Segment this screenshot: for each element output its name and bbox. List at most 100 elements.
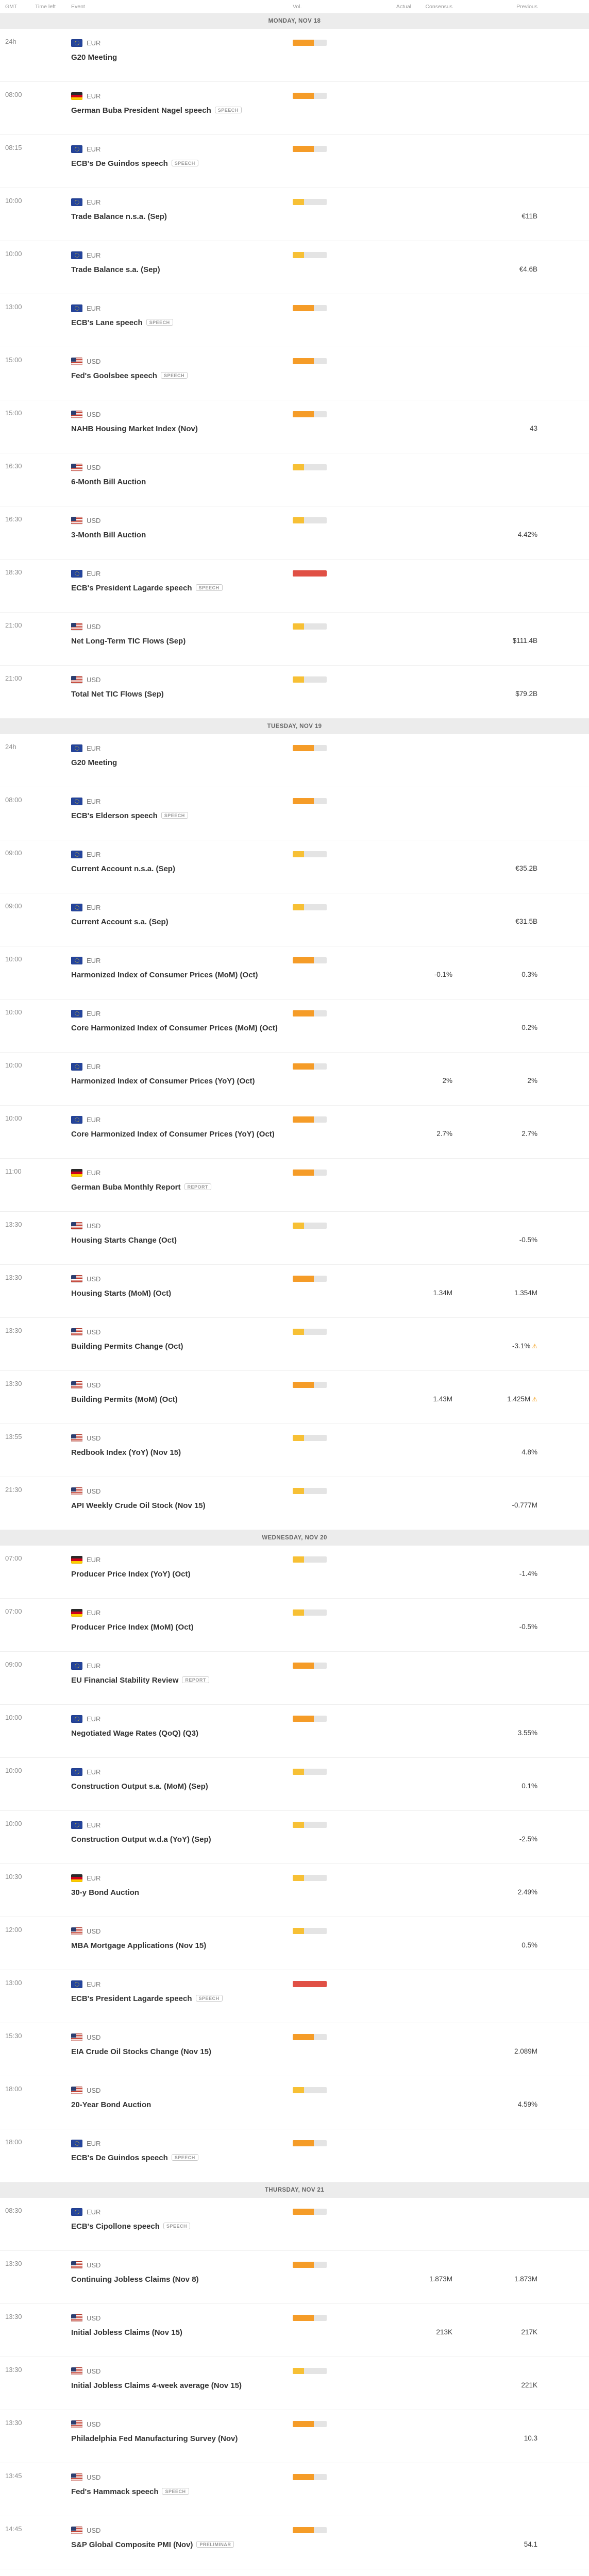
event-name[interactable]: German Buba Monthly Report [71, 1183, 181, 1192]
event-name[interactable]: EIA Crude Oil Stocks Change (Nov 15) [71, 2047, 211, 2056]
event-row[interactable]: 24h EUR G20 Meeting [0, 734, 589, 787]
event-name[interactable]: ECB's President Lagarde speech [71, 584, 192, 592]
event-name[interactable]: ECB's De Guindos speech [71, 159, 168, 168]
event-row[interactable]: 13:30 USD Housing Starts Change (Oct) -0… [0, 1212, 589, 1265]
event-name[interactable]: API Weekly Crude Oil Stock (Nov 15) [71, 1501, 206, 1510]
event-row[interactable]: 16:30 USD 6-Month Bill Auction [0, 453, 589, 506]
event-name[interactable]: Construction Output w.d.a (YoY) (Sep) [71, 1835, 211, 1844]
event-row[interactable]: 13:30 USD Initial Jobless Claims 4-week … [0, 2357, 589, 2410]
event-row[interactable]: 07:00 EUR Producer Price Index (YoY) (Oc… [0, 1546, 589, 1599]
event-name[interactable]: Housing Starts Change (Oct) [71, 1236, 177, 1245]
event-row[interactable]: 13:30 USD Building Permits Change (Oct) … [0, 1318, 589, 1371]
event-row[interactable]: 08:30 EUR ECB's Cipollone speech SPEECH [0, 2198, 589, 2251]
event-row[interactable]: 15:30 USD EIA Crude Oil Stocks Change (N… [0, 2023, 589, 2076]
event-name[interactable]: 6-Month Bill Auction [71, 478, 146, 486]
event-name[interactable]: Total Net TIC Flows (Sep) [71, 690, 164, 699]
revised-warning-icon[interactable]: ⚠ [532, 1396, 537, 1403]
event-row[interactable]: 15:00 USD Fed's Goolsbee speech SPEECH [0, 347, 589, 400]
event-row[interactable]: 10:00 EUR Negotiated Wage Rates (QoQ) (Q… [0, 1705, 589, 1758]
event-name[interactable]: 20-Year Bond Auction [71, 2100, 152, 2109]
event-row[interactable]: 13:30 USD Philadelphia Fed Manufacturing… [0, 2410, 589, 2463]
event-name[interactable]: Housing Starts (MoM) (Oct) [71, 1289, 172, 1298]
event-row[interactable]: 08:00 EUR German Buba President Nagel sp… [0, 82, 589, 135]
event-name[interactable]: Producer Price Index (YoY) (Oct) [71, 1570, 191, 1579]
event-name[interactable]: G20 Meeting [71, 53, 117, 62]
event-row[interactable]: 18:30 EUR ECB's President Lagarde speech… [0, 560, 589, 613]
event-row[interactable]: 13:30 USD Housing Starts (MoM) (Oct) 1.3… [0, 1265, 589, 1318]
event-name[interactable]: S&P Global Composite PMI (Nov) [71, 2540, 193, 2549]
event-name[interactable]: Continuing Jobless Claims (Nov 8) [71, 2275, 199, 2284]
event-row[interactable]: 18:00 USD 20-Year Bond Auction 4.59% [0, 2076, 589, 2129]
event-row[interactable]: 14:45 USD S&P Global Composite PMI (Nov)… [0, 2516, 589, 2569]
event-row[interactable]: 08:15 EUR ECB's De Guindos speech SPEECH [0, 135, 589, 188]
revised-warning-icon[interactable]: ⚠ [532, 1343, 537, 1350]
event-name[interactable]: Fed's Hammack speech [71, 2487, 159, 2496]
event-name[interactable]: G20 Meeting [71, 758, 117, 767]
event-name[interactable]: Philadelphia Fed Manufacturing Survey (N… [71, 2434, 238, 2443]
event-row[interactable]: 14:45 USD S&P Global Manufacturing PMI (… [0, 2569, 589, 2576]
event-row[interactable]: 13:30 USD Initial Jobless Claims (Nov 15… [0, 2304, 589, 2357]
event-name[interactable]: NAHB Housing Market Index (Nov) [71, 425, 198, 433]
event-name[interactable]: 30-y Bond Auction [71, 1888, 139, 1897]
event-name[interactable]: Building Permits Change (Oct) [71, 1342, 183, 1351]
event-row[interactable]: 16:30 USD 3-Month Bill Auction 4.42% [0, 506, 589, 560]
event-row[interactable]: 10:00 EUR Trade Balance n.s.a. (Sep) €11… [0, 188, 589, 241]
event-row[interactable]: 10:30 EUR 30-y Bond Auction 2.49% [0, 1864, 589, 1917]
event-name[interactable]: Construction Output s.a. (MoM) (Sep) [71, 1782, 208, 1791]
event-row[interactable]: 13:30 USD Continuing Jobless Claims (Nov… [0, 2251, 589, 2304]
event-name[interactable]: Current Account n.s.a. (Sep) [71, 865, 175, 873]
event-name[interactable]: Fed's Goolsbee speech [71, 371, 157, 380]
event-name[interactable]: Trade Balance n.s.a. (Sep) [71, 212, 167, 221]
event-row[interactable]: 13:00 EUR ECB's President Lagarde speech… [0, 1970, 589, 2023]
event-row[interactable]: 10:00 EUR Core Harmonized Index of Consu… [0, 999, 589, 1053]
event-name[interactable]: Current Account s.a. (Sep) [71, 918, 169, 926]
event-name[interactable]: Core Harmonized Index of Consumer Prices… [71, 1024, 278, 1032]
event-row[interactable]: 09:00 EUR Current Account s.a. (Sep) €31… [0, 893, 589, 946]
event-row[interactable]: 10:00 EUR Harmonized Index of Consumer P… [0, 1053, 589, 1106]
event-row[interactable]: 13:30 USD Building Permits (MoM) (Oct) 1… [0, 1371, 589, 1424]
event-name[interactable]: ECB's President Lagarde speech [71, 1994, 192, 2003]
event-country: USD [71, 2366, 293, 2376]
us-flag-icon [71, 1434, 82, 1442]
event-row[interactable]: 15:00 USD NAHB Housing Market Index (Nov… [0, 400, 589, 453]
event-row[interactable]: 21:00 USD Total Net TIC Flows (Sep) $79.… [0, 666, 589, 719]
event-name[interactable]: Harmonized Index of Consumer Prices (MoM… [71, 971, 258, 979]
event-row[interactable]: 21:00 USD Net Long-Term TIC Flows (Sep) … [0, 613, 589, 666]
event-row[interactable]: 09:00 EUR Current Account n.s.a. (Sep) €… [0, 840, 589, 893]
event-row[interactable]: 13:45 USD Fed's Hammack speech SPEECH [0, 2463, 589, 2516]
event-name[interactable]: 3-Month Bill Auction [71, 531, 146, 539]
event-name[interactable]: Trade Balance s.a. (Sep) [71, 265, 160, 274]
event-name[interactable]: Initial Jobless Claims (Nov 15) [71, 2328, 182, 2337]
event-name[interactable]: MBA Mortgage Applications (Nov 15) [71, 1941, 207, 1950]
event-row[interactable]: 13:00 EUR ECB's Lane speech SPEECH [0, 294, 589, 347]
previous-value: 43 [529, 425, 537, 432]
event-row[interactable]: 10:00 EUR Construction Output s.a. (MoM)… [0, 1758, 589, 1811]
event-row[interactable]: 09:00 EUR EU Financial Stability Review R… [0, 1652, 589, 1705]
event-name[interactable]: Producer Price Index (MoM) (Oct) [71, 1623, 194, 1632]
event-name[interactable]: Net Long-Term TIC Flows (Sep) [71, 637, 186, 646]
event-name[interactable]: ECB's Lane speech [71, 318, 143, 327]
event-name[interactable]: ECB's Elderson speech [71, 811, 158, 820]
event-name[interactable]: EU Financial Stability Review [71, 1676, 179, 1685]
event-name[interactable]: Redbook Index (YoY) (Nov 15) [71, 1448, 181, 1457]
event-row[interactable]: 10:00 EUR Harmonized Index of Consumer P… [0, 946, 589, 999]
event-row[interactable]: 08:00 EUR ECB's Elderson speech SPEECH [0, 787, 589, 840]
event-row[interactable]: 10:00 EUR Trade Balance s.a. (Sep) €4.6B [0, 241, 589, 294]
event-row[interactable]: 13:55 USD Redbook Index (YoY) (Nov 15) 4… [0, 1424, 589, 1477]
event-row[interactable]: 18:00 EUR ECB's De Guindos speech SPEECH [0, 2129, 589, 2182]
event-row[interactable]: 12:00 USD MBA Mortgage Applications (Nov… [0, 1917, 589, 1970]
event-name[interactable]: Negotiated Wage Rates (QoQ) (Q3) [71, 1729, 198, 1738]
event-name[interactable]: Harmonized Index of Consumer Prices (YoY… [71, 1077, 255, 1086]
event-name[interactable]: Core Harmonized Index of Consumer Prices… [71, 1130, 275, 1139]
event-row[interactable]: 07:00 EUR Producer Price Index (MoM) (Oc… [0, 1599, 589, 1652]
event-row[interactable]: 10:00 EUR Construction Output w.d.a (YoY… [0, 1811, 589, 1864]
event-name[interactable]: Initial Jobless Claims 4-week average (N… [71, 2381, 242, 2390]
event-row[interactable]: 21:30 USD API Weekly Crude Oil Stock (No… [0, 1477, 589, 1530]
event-row[interactable]: 24h EUR G20 Meeting [0, 29, 589, 82]
event-name[interactable]: Building Permits (MoM) (Oct) [71, 1395, 178, 1404]
event-row[interactable]: 10:00 EUR Core Harmonized Index of Consu… [0, 1106, 589, 1159]
event-name[interactable]: German Buba President Nagel speech [71, 106, 211, 115]
event-row[interactable]: 11:00 EUR German Buba Monthly Report REPO… [0, 1159, 589, 1212]
event-name[interactable]: ECB's Cipollone speech [71, 2222, 160, 2231]
event-name[interactable]: ECB's De Guindos speech [71, 2154, 168, 2162]
